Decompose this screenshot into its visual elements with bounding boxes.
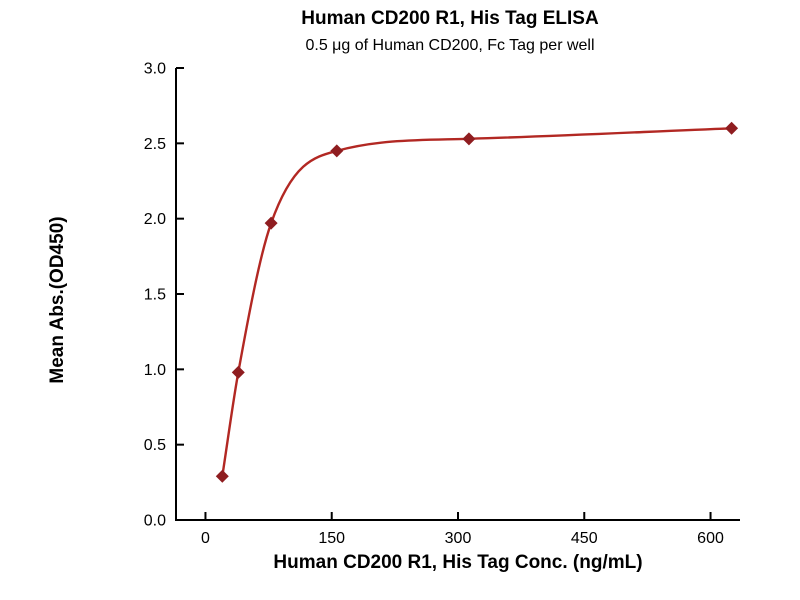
- data-point-marker: [264, 216, 278, 230]
- x-tick-label: 150: [318, 530, 345, 547]
- data-point-marker: [215, 469, 229, 483]
- data-point-marker: [462, 132, 476, 146]
- chart-subtitle: 0.5 μg of Human CD200, Fc Tag per well: [305, 37, 595, 54]
- data-point-marker: [330, 144, 344, 158]
- y-tick-label: 1.0: [144, 362, 166, 379]
- x-tick-label: 450: [571, 530, 598, 547]
- y-tick-label: 2.0: [144, 211, 166, 228]
- y-tick-label: 2.5: [144, 136, 166, 153]
- data-point-marker: [725, 121, 739, 135]
- x-tick-label: 0: [201, 530, 210, 547]
- axis-lines: [175, 68, 740, 521]
- y-tick-label: 3.0: [144, 61, 166, 78]
- data-point-marker: [231, 365, 245, 379]
- y-tick-label: 0.0: [144, 513, 166, 530]
- x-tick-label: 300: [445, 530, 472, 547]
- x-axis-label: Human CD200 R1, His Tag Conc. (ng/mL): [273, 552, 643, 573]
- y-tick-label: 1.5: [144, 287, 166, 304]
- fit-curve: [221, 127, 733, 478]
- y-tick-label: 0.5: [144, 437, 166, 454]
- chart-title: Human CD200 R1, His Tag ELISA: [301, 8, 599, 29]
- x-tick-label: 600: [697, 530, 724, 547]
